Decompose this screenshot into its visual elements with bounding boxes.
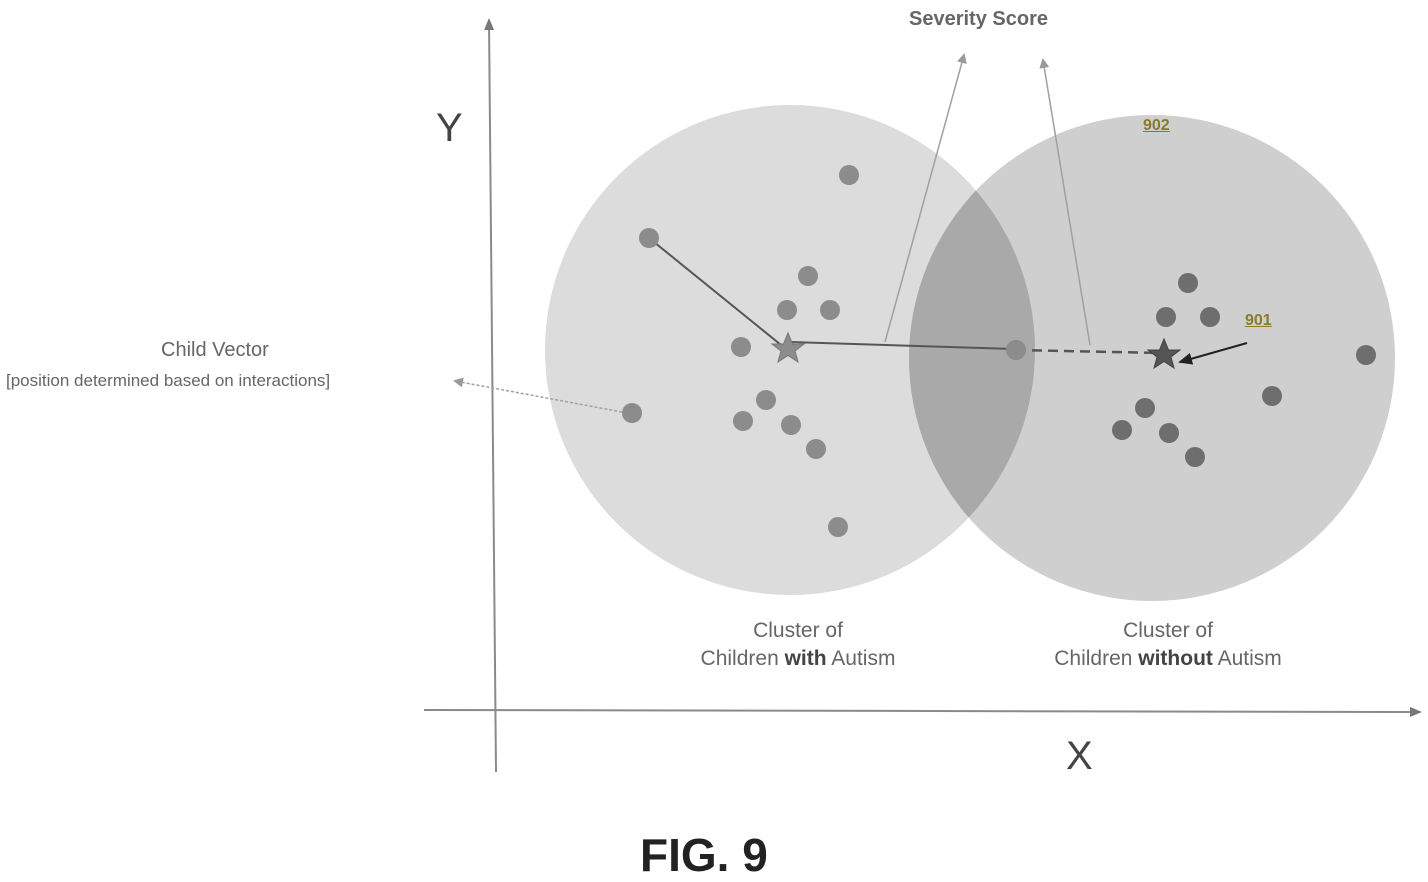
data-point	[820, 300, 840, 320]
data-point	[1112, 420, 1132, 440]
severity-arrow-right	[1039, 58, 1091, 346]
data-point	[733, 411, 753, 431]
data-point	[1200, 307, 1220, 327]
centroid-with-star-icon	[770, 331, 806, 364]
data-point	[839, 165, 859, 185]
cluster-without-autism	[909, 115, 1395, 601]
cluster-without-caption-line2: Children without Autism	[1030, 645, 1306, 673]
caption-text: Children	[1054, 647, 1139, 670]
child-vector-pointer	[453, 377, 623, 413]
data-point	[1135, 398, 1155, 418]
caption-bold: with	[784, 647, 827, 670]
data-point	[1185, 447, 1205, 467]
data-point	[1262, 386, 1282, 406]
caption-bold: without	[1138, 647, 1213, 670]
data-point	[639, 228, 659, 248]
y-axis-label: Y	[436, 106, 463, 150]
child-to-centroid-line	[648, 237, 787, 350]
figure-caption: FIG. 9	[640, 829, 768, 881]
cluster-without-caption-line1: Cluster of	[1123, 619, 1213, 642]
severity-arrow-left	[884, 53, 967, 343]
data-point	[806, 439, 826, 459]
child-vector-subtitle: [position determined based on interactio…	[6, 371, 331, 390]
caption-text: Children	[700, 647, 785, 670]
data-point	[1156, 307, 1176, 327]
ref-label-901: 901	[1245, 312, 1272, 329]
ref-901-arrow	[1178, 342, 1248, 365]
centroid-without-star-icon	[1146, 337, 1182, 370]
data-point	[828, 517, 848, 537]
data-point	[1356, 345, 1376, 365]
centroid-distance-line	[789, 341, 1015, 350]
caption-text: Autism	[826, 647, 896, 670]
cluster-without-caption: Cluster of Children without Autism	[1030, 617, 1306, 673]
x-axis-line	[423, 706, 1422, 717]
data-point	[622, 403, 642, 423]
y-axis-line	[484, 18, 497, 773]
x-axis-label: X	[1066, 734, 1093, 778]
data-point	[777, 300, 797, 320]
data-point	[1178, 273, 1198, 293]
ref-label-902: 902	[1143, 117, 1170, 134]
points-without-autism	[1112, 273, 1376, 467]
data-point	[756, 390, 776, 410]
data-point	[798, 266, 818, 286]
data-point	[1006, 340, 1026, 360]
points-with-autism	[622, 165, 1026, 537]
child-vector-title: Child Vector	[161, 339, 269, 361]
severity-score-label: Severity Score	[909, 8, 1048, 30]
data-point	[1159, 423, 1179, 443]
data-point	[781, 415, 801, 435]
caption-text: Autism	[1212, 647, 1282, 670]
cluster-with-caption: Cluster of Children with Autism	[678, 617, 918, 673]
data-point	[731, 337, 751, 357]
centroid-distance-dashed	[1015, 348, 1163, 355]
cluster-with-caption-line2: Children with Autism	[678, 645, 918, 673]
cluster-with-caption-line1: Cluster of	[753, 619, 843, 642]
